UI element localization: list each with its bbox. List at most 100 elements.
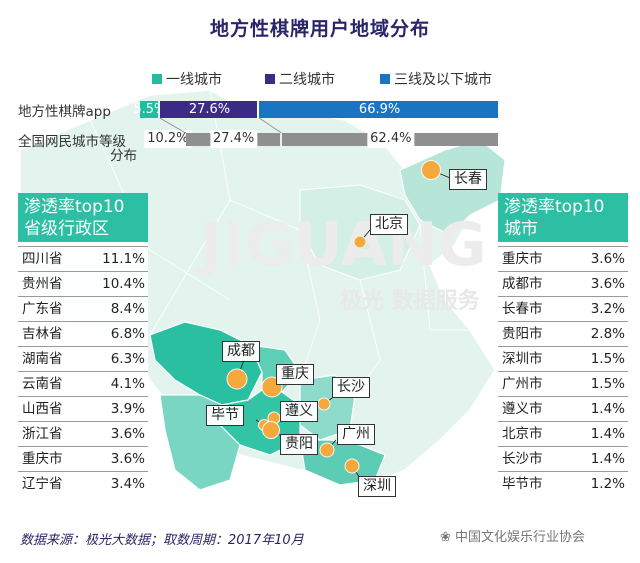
map-label-chengdu: 成都 [222, 341, 260, 362]
map-label-guiyang: 贵阳 [280, 434, 318, 455]
bar-label-app-tier1: 5.5% [133, 102, 167, 117]
province-name: 云南省 [22, 376, 63, 392]
province-name: 重庆市 [22, 451, 63, 467]
bar-label-national-tier3: 62.4% [367, 130, 415, 148]
city-row: 长春市 3.2% [498, 296, 628, 321]
province-row: 山西省 3.9% [18, 396, 148, 421]
bar-label-national-tier1: 10.2% [144, 130, 192, 148]
province-row: 吉林省 6.8% [18, 321, 148, 346]
province-name: 广东省 [22, 301, 63, 317]
city-name: 贵阳市 [502, 326, 543, 342]
city-row: 长沙市 1.4% [498, 446, 628, 471]
legend-swatch-tier1 [152, 74, 162, 84]
city-value: 1.4% [590, 451, 625, 467]
city-name: 毕节市 [502, 476, 543, 492]
city-value: 3.2% [590, 301, 625, 317]
legend-item-tier2: 二线城市 [265, 69, 335, 89]
city-value: 3.6% [590, 251, 625, 267]
province-top10-panel: 渗透率top10 省级行政区 四川省 11.1% 贵州省 10.4% 广东省 8.4% 吉林… [18, 193, 148, 498]
city-row: 北京市 1.4% [498, 421, 628, 446]
map-label-guangzhou: 广州 [337, 424, 375, 445]
city-dot-changsha [317, 397, 331, 411]
city-panel-title-2: 城市 [504, 219, 538, 239]
city-value: 1.5% [590, 351, 625, 367]
city-name: 遵义市 [502, 401, 543, 417]
city-name: 成都市 [502, 276, 543, 292]
org-watermark-text: 中国文化娱乐行业协会 [455, 530, 586, 545]
province-panel-title-2: 省级行政区 [24, 219, 109, 239]
legend-item-tier3: 三线及以下城市 [380, 69, 492, 89]
province-row: 云南省 4.1% [18, 371, 148, 396]
province-name: 辽宁省 [22, 476, 63, 492]
city-value: 2.8% [590, 326, 625, 342]
province-panel-title-1: 渗透率top10 [24, 197, 125, 217]
legend-label-tier1: 一线城市 [166, 72, 222, 88]
city-name: 北京市 [502, 426, 543, 442]
city-panel-title-1: 渗透率top10 [504, 197, 605, 217]
province-value: 3.6% [110, 451, 145, 467]
brand-watermark: 极光 数据服务 [340, 289, 480, 314]
province-row: 湖南省 6.3% [18, 346, 148, 371]
data-source-footer: 数据来源：极光大数据；取数周期：2017年10月 [20, 533, 304, 548]
province-name: 山西省 [22, 401, 63, 417]
province-row: 浙江省 3.6% [18, 421, 148, 446]
legend-swatch-tier3 [380, 74, 390, 84]
city-row: 贵阳市 2.8% [498, 321, 628, 346]
row-label-app: 地方性棋牌app [18, 104, 111, 120]
province-value: 3.9% [110, 401, 145, 417]
legend-label-tier3: 三线及以下城市 [394, 72, 492, 88]
row-label-national: 全国网民城市等级 [18, 134, 126, 150]
province-value: 3.6% [110, 426, 145, 442]
city-value: 1.2% [590, 476, 625, 492]
province-value: 3.4% [110, 476, 145, 492]
city-row: 重庆市 3.6% [498, 246, 628, 271]
bar-segment-app-tier3 [259, 101, 498, 118]
city-row: 毕节市 1.2% [498, 471, 628, 496]
province-panel-header: 渗透率top10 省级行政区 [18, 193, 148, 242]
map-label-changsha: 长沙 [332, 377, 370, 398]
province-row: 广东省 8.4% [18, 296, 148, 321]
wechat-icon: ❀ [440, 530, 451, 545]
bar-label-app-tier3: 66.9% [358, 102, 401, 117]
city-name: 长春市 [502, 301, 543, 317]
bar-segment-app-tier2 [159, 101, 258, 118]
page-title: 地方性棋牌用户地域分布 [209, 18, 430, 40]
province-value: 11.1% [102, 251, 145, 267]
city-name: 广州市 [502, 376, 543, 392]
city-row: 广州市 1.5% [498, 371, 628, 396]
bar-label-app-tier2: 27.6% [188, 102, 231, 117]
north-region [299, 184, 421, 281]
province-value: 10.4% [102, 276, 145, 292]
city-row: 成都市 3.6% [498, 271, 628, 296]
city-panel-header: 渗透率top10 城市 [498, 193, 628, 242]
city-dot-guangzhou [319, 442, 335, 458]
city-top10-panel: 渗透率top10 城市 重庆市 3.6% 成都市 3.6% 长春市 3.2% 贵阳市 2.8%… [498, 193, 628, 498]
province-name: 湖南省 [22, 351, 63, 367]
province-name: 浙江省 [22, 426, 63, 442]
city-dot-changchun [421, 160, 441, 180]
province-row: 四川省 11.1% [18, 246, 148, 271]
legend-swatch-tier2 [265, 74, 275, 84]
city-dot-shenzhen [344, 458, 360, 474]
map-label-shenzhen: 深圳 [358, 476, 396, 497]
city-value: 1.4% [590, 401, 625, 417]
province-value: 4.1% [110, 376, 145, 392]
province-row: 辽宁省 3.4% [18, 471, 148, 496]
province-row: 重庆市 3.6% [18, 446, 148, 471]
province-value: 6.3% [110, 351, 145, 367]
legend-item-tier1: 一线城市 [152, 69, 222, 89]
province-name: 贵州省 [22, 276, 63, 292]
city-dot-guiyang [262, 421, 280, 439]
map-label-bijie: 毕节 [206, 405, 244, 426]
city-name: 长沙市 [502, 451, 543, 467]
city-dot-chengdu [226, 368, 248, 390]
city-value: 3.6% [590, 276, 625, 292]
city-row: 遵义市 1.4% [498, 396, 628, 421]
city-value: 1.4% [590, 426, 625, 442]
province-value: 6.8% [110, 326, 145, 342]
bar-label-national-tier2: 27.4% [209, 130, 258, 148]
jiguang-watermark: JIGUANG [196, 210, 487, 280]
city-name: 重庆市 [502, 251, 543, 267]
legend-label-tier2: 二线城市 [279, 72, 335, 88]
province-value: 8.4% [110, 301, 145, 317]
